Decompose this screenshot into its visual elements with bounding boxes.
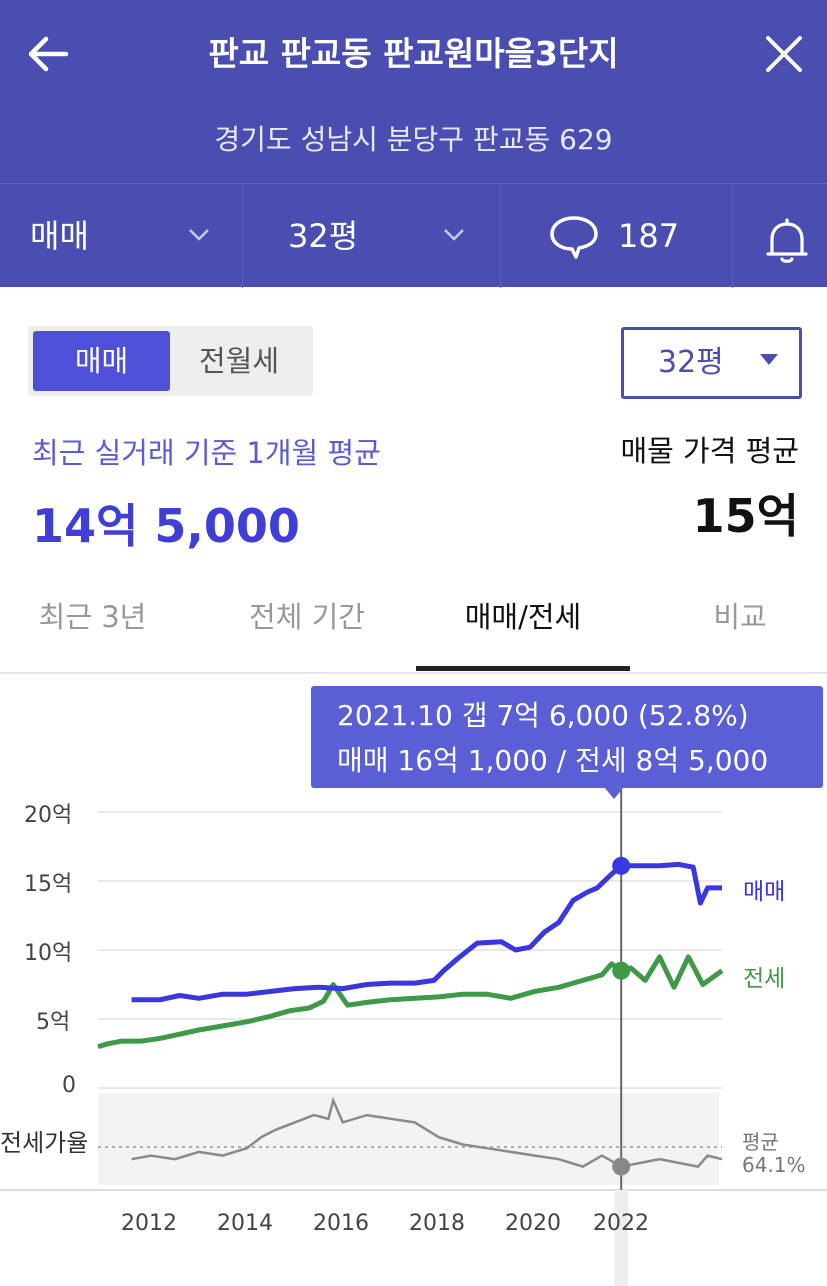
- x-tick-label: 2018: [409, 1211, 465, 1236]
- y-tick-label: 5억: [36, 1010, 71, 1035]
- listing-avg-label: 매물 가격 평균: [620, 434, 799, 468]
- y-tick-label: 10억: [24, 941, 73, 966]
- tooltip-price-line: 매매 16억 1,000 / 전세 8억 5,000: [337, 744, 769, 777]
- size-select-value: 32평: [658, 345, 724, 380]
- toggle-rent[interactable]: 전월세: [198, 344, 280, 378]
- trade-toggle: 매매 전월세: [28, 326, 313, 396]
- chevron-down-icon: [189, 229, 209, 241]
- ratio-label: 전세가율: [0, 1129, 89, 1157]
- ratio-line: [131, 1096, 723, 1168]
- divider: [500, 184, 501, 288]
- page-title: 판교 판교동 판교원마을3단지: [208, 34, 619, 73]
- y-tick-label: 15억: [24, 872, 73, 897]
- legend-sale: 매매: [743, 879, 786, 905]
- address: 경기도 성남시 분당구 판교동 629: [214, 123, 613, 156]
- tab-sale-jeonse[interactable]: 매매/전세: [464, 600, 582, 634]
- chart-tooltip: 2021.10 갭 7억 6,000 (52.8%) 매매 16억 1,000 …: [311, 686, 823, 788]
- toggle-sale[interactable]: 매매: [33, 331, 170, 391]
- size-label: 32평: [288, 217, 359, 255]
- ratio-avg-value: 64.1%: [742, 1153, 806, 1177]
- x-tick-label: 2012: [121, 1211, 177, 1236]
- recent-avg-value: 14억 5,000: [32, 499, 300, 553]
- header-filter-bar: 매매 32평 187: [0, 183, 827, 288]
- sale-marker: [612, 856, 631, 875]
- sale-line: [131, 861, 722, 1003]
- speech-bubble-icon: [550, 216, 598, 259]
- caret-down-icon: [760, 354, 778, 365]
- x-tick-label: 2016: [313, 1211, 369, 1236]
- bell-icon[interactable]: [764, 217, 810, 265]
- size-dropdown[interactable]: 32평: [288, 184, 488, 288]
- app-header: 판교 판교동 판교원마을3단지 경기도 성남시 분당구 판교동 629 매매 3…: [0, 0, 827, 288]
- recent-avg-label: 최근 실거래 기준 1개월 평균: [32, 436, 381, 470]
- x-tick-label: 2014: [217, 1211, 273, 1236]
- tab-compare[interactable]: 비교: [713, 600, 767, 634]
- tab-all-period[interactable]: 전체 기간: [249, 600, 365, 634]
- tab-recent-3y[interactable]: 최근 3년: [38, 600, 147, 634]
- y-tick-label: 0: [62, 1073, 76, 1098]
- divider: [242, 184, 243, 288]
- tooltip-gap-line: 2021.10 갭 7억 6,000 (52.8%): [337, 699, 749, 732]
- tooltip-arrow: [604, 787, 624, 799]
- ratio-marker: [612, 1157, 631, 1176]
- divider: [732, 184, 733, 288]
- close-icon[interactable]: [758, 28, 810, 80]
- listing-avg-value: 15억: [692, 489, 799, 543]
- x-tick-label: 2022: [593, 1211, 649, 1236]
- legend-jeonse: 전세: [743, 966, 786, 992]
- chart-grid: [0, 811, 827, 1191]
- back-arrow-icon[interactable]: [22, 28, 74, 80]
- selection-band: [614, 1190, 629, 1286]
- x-tick-label: 2020: [505, 1211, 561, 1236]
- jeonse-marker: [612, 961, 631, 980]
- trade-type-dropdown[interactable]: 매매: [30, 184, 230, 288]
- comments-button[interactable]: 187: [548, 184, 728, 288]
- period-tabs: 최근 3년 전체 기간 매매/전세 비교: [0, 584, 827, 674]
- y-tick-label: 20억: [24, 803, 73, 828]
- active-tab-indicator: [416, 666, 630, 671]
- jeonse-line: [97, 954, 724, 1049]
- comment-count: 187: [618, 217, 680, 255]
- trade-type-label: 매매: [30, 217, 89, 255]
- chevron-down-icon: [444, 229, 464, 241]
- size-select[interactable]: 32평: [621, 327, 802, 399]
- ratio-avg-label: 평균: [742, 1130, 779, 1154]
